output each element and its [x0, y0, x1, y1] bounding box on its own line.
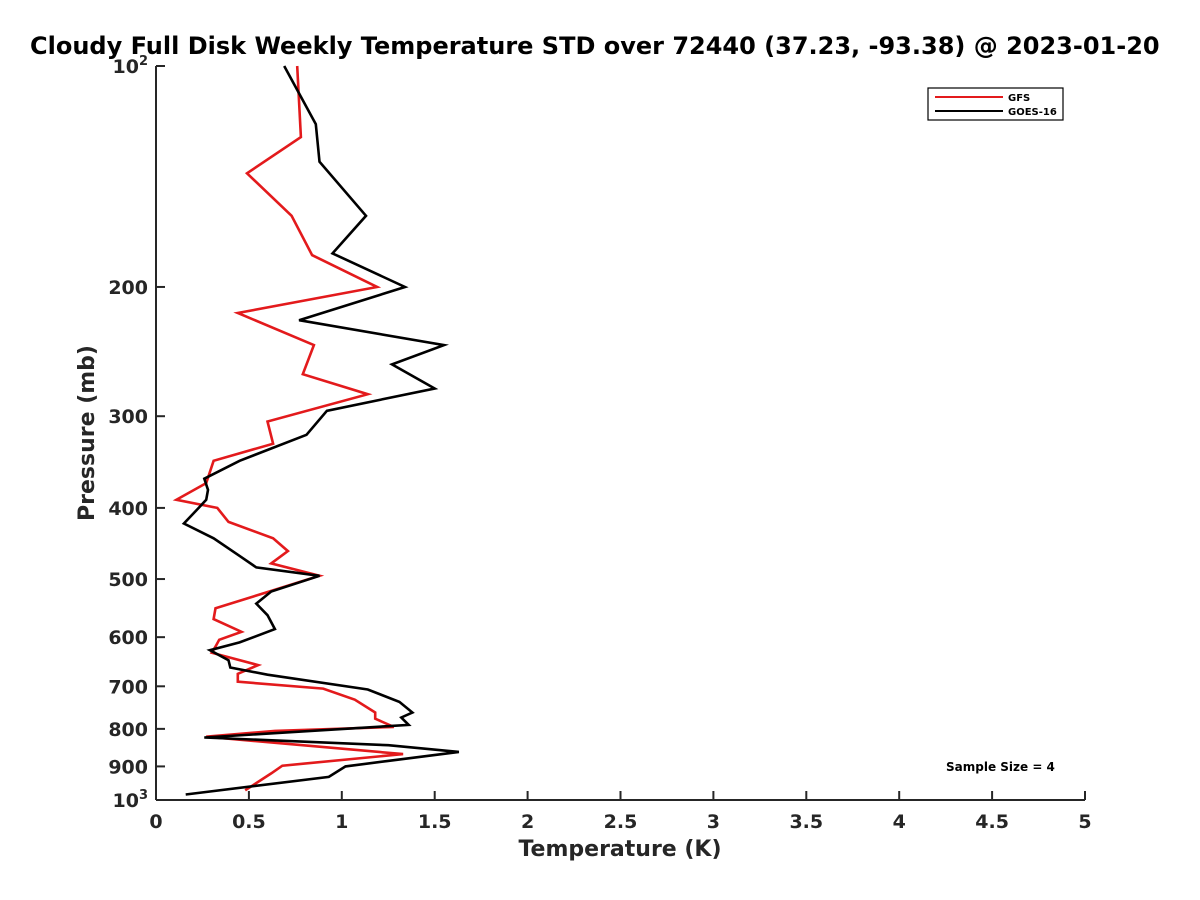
chart-title: Cloudy Full Disk Weekly Temperature STD … — [30, 32, 1160, 60]
y-tick-label: 700 — [108, 676, 148, 698]
x-tick-label: 2 — [521, 811, 534, 833]
y-tick-label: 400 — [108, 498, 148, 520]
x-tick-label: 1 — [335, 811, 348, 833]
x-tick-label: 3 — [707, 811, 720, 833]
y-tick-label: 103 — [113, 788, 149, 812]
x-ticks: 0 0.5 1 1.5 2 2.5 3 3.5 4 4.5 5 — [149, 791, 1092, 833]
legend-box — [927, 87, 1064, 121]
y-ticks: 102 200 300 400 500 600 700 800 900 103 — [108, 54, 165, 812]
x-tick-label: 3.5 — [789, 811, 823, 833]
x-tick-label: 0.5 — [232, 811, 266, 833]
y-tick-label: 200 — [108, 277, 148, 299]
y-tick-label: 900 — [108, 756, 148, 778]
x-tick-label: 1.5 — [418, 811, 452, 833]
x-tick-label: 0 — [149, 811, 162, 833]
legend-goes16-label: GOES-16 — [1008, 107, 1057, 118]
x-tick-label: 4.5 — [975, 811, 1009, 833]
y-tick-label: 102 — [113, 54, 149, 78]
series-line-gfs — [172, 65, 404, 792]
y-tick-label: 600 — [108, 627, 148, 649]
y-tick-label: 300 — [108, 406, 148, 428]
series-line-goes16 — [181, 65, 460, 796]
x-tick-label: 5 — [1078, 811, 1091, 833]
x-tick-label: 2.5 — [604, 811, 638, 833]
axes — [155, 66, 1085, 801]
y-tick-label: 500 — [108, 569, 148, 591]
y-tick-label: 800 — [108, 719, 148, 741]
y-axis-label: Pressure (mb) — [75, 345, 100, 521]
legend-gfs-label: GFS — [1008, 93, 1030, 104]
sample-size-annotation: Sample Size = 4 — [946, 760, 1055, 774]
legend: GFS GOES-16 — [927, 87, 1064, 121]
plot-lines — [172, 65, 460, 796]
x-tick-label: 4 — [893, 811, 906, 833]
x-axis-label: Temperature (K) — [518, 837, 721, 862]
